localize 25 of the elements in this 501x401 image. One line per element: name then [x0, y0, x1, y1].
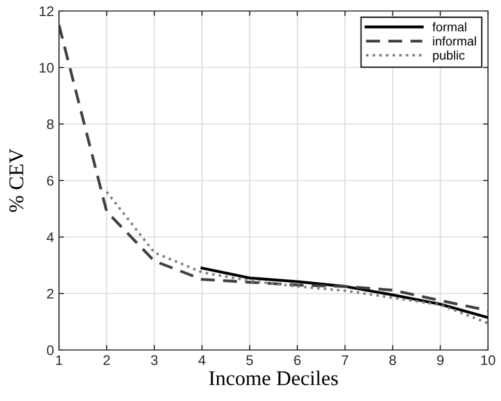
x-tick-label: 4 [198, 355, 206, 365]
x-tick-label: 9 [437, 355, 444, 366]
x-axis-title: Income Deciles [209, 370, 338, 386]
y-tick-label: 2 [47, 288, 54, 299]
line-series [59, 24, 488, 312]
y-tick-label: 4 [46, 232, 54, 242]
legend-label: public [433, 50, 465, 62]
legend-label: formal [432, 22, 466, 32]
y-tick-label: 8 [47, 119, 54, 130]
y-axis-title: % CEV [9, 148, 24, 212]
x-tick-label: 5 [246, 355, 253, 366]
x-tick-label: 8 [389, 355, 396, 366]
y-tick-label: 6 [47, 176, 54, 186]
x-tick-label: 1 [56, 355, 62, 365]
x-tick-label: 6 [294, 355, 301, 366]
y-tick-label: 10 [40, 62, 54, 73]
x-tick-label: 3 [151, 355, 158, 366]
line-series [105, 190, 488, 324]
x-tick-label: 2 [104, 355, 110, 365]
line-series [200, 266, 488, 319]
x-tick-label: 7 [342, 355, 348, 365]
legend-label: informal [433, 36, 476, 46]
x-tick-label: 10 [481, 355, 496, 366]
y-tick-label: 0 [46, 345, 54, 356]
y-tick-label: 12 [40, 6, 54, 16]
